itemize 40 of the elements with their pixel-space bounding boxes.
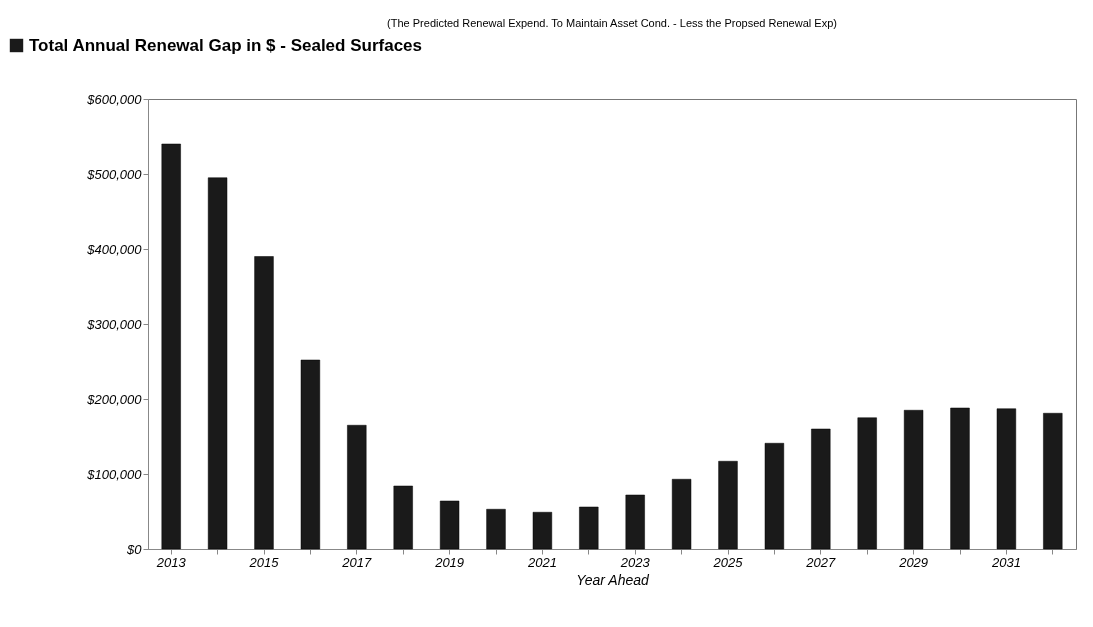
legend-label: Total Annual Renewal Gap in $ - Sealed Surfaces [29,35,422,55]
y-tick-label: $100,000 [86,466,143,482]
bar [254,256,274,550]
bar [950,407,970,550]
y-tick-label: $200,000 [86,391,143,407]
bar [300,359,321,550]
bar [161,143,181,550]
x-tick-label: 2027 [805,554,837,570]
bar [1043,413,1063,550]
y-tick-label: $0 [126,541,143,557]
bar [903,410,924,550]
x-tick-label: 2013 [155,554,187,570]
x-tick-label: 2025 [712,554,744,570]
bar [207,177,228,550]
y-tick-label: $300,000 [86,316,143,332]
chart-subtitle: (The Predicted Renewal Expend. To Maintain Asset Cond. - Less the Propsed Renewal Exp) [387,17,837,29]
bar [857,417,877,550]
y-tick-label: $600,000 [86,91,143,107]
bar [393,485,413,550]
bar [486,509,506,550]
x-tick-label: 2023 [619,554,651,570]
bar [532,512,553,550]
x-tick-label: 2019 [434,554,465,570]
x-tick-label: 2031 [990,554,1021,570]
x-tick-label: 2017 [341,554,373,570]
y-tick-label: $500,000 [86,166,143,182]
bar [625,494,645,550]
bar [439,500,460,550]
x-tick-label: 2015 [248,554,280,570]
y-tick-label: $400,000 [86,241,143,257]
x-tick-label: 2029 [898,554,929,570]
bar [996,408,1017,550]
x-axis-title: Year Ahead [576,571,651,588]
bar [347,425,367,550]
x-tick-label: 2021 [526,554,557,570]
bar [718,461,738,550]
bar [811,428,831,550]
bar [671,479,692,550]
bar [579,506,599,550]
bar [764,443,785,550]
